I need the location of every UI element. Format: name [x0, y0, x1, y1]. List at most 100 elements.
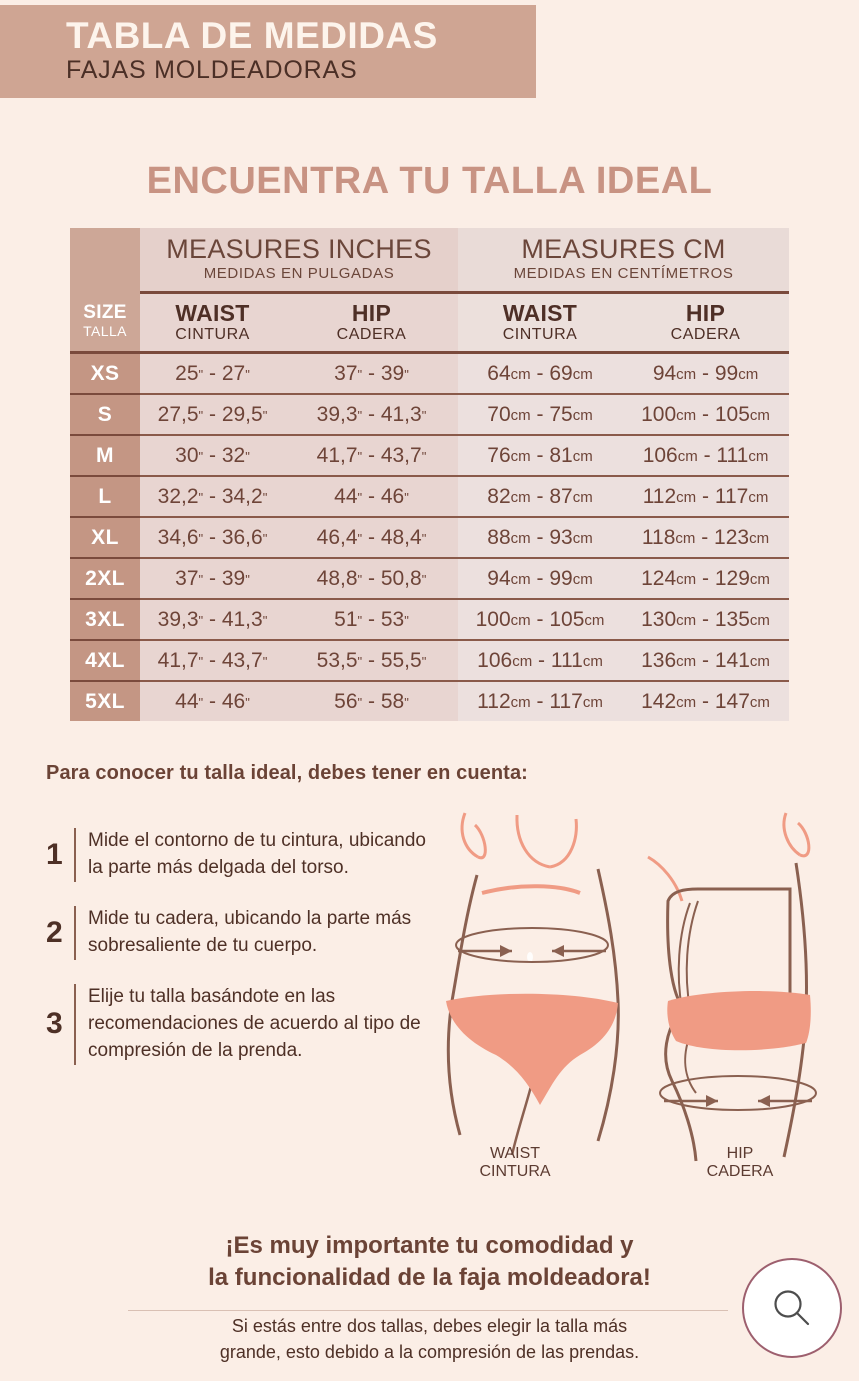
table-row: 5XL 44" - 46" 56" - 58" 112cm - 117cm 142cm …: [70, 681, 790, 721]
column-header-inches-hip: HIP CADERA: [285, 291, 458, 354]
instruction-step: 3 Elije tu talla basándote en las recomen…: [46, 983, 446, 1065]
footer-divider: [128, 1310, 728, 1311]
cell-inches-hip: 41,7" - 43,7": [285, 435, 458, 477]
cell-size-xs: XS: [70, 352, 140, 395]
banner-title: TABLA DE MEDIDAS: [66, 15, 438, 56]
column-header-cm-hip-sub: CADERA: [670, 326, 741, 344]
column-header-size-main: SIZE: [83, 302, 127, 324]
cell-inches-waist: 41,7" - 43,7": [140, 640, 285, 682]
cell-size-5xl: 5XL: [70, 681, 140, 721]
step-text: Elije tu talla basándote en las recomend…: [74, 983, 446, 1065]
table-row: 3XL 39,3" - 41,3" 51" - 53" 100cm - 105cm 13…: [70, 599, 790, 641]
cell-cm-hip: 112cm - 117cm: [622, 476, 790, 518]
table-row: S 27,5" - 29,5" 39,3" - 41,3" 70cm - 75cm 10…: [70, 394, 790, 436]
cell-inches-waist: 32,2" - 34,2": [140, 476, 285, 518]
column-header-inches-waist-main: WAIST: [175, 299, 250, 326]
size-chart-table: MEASURES INCHES MEDIDAS EN PULGADAS MEAS…: [70, 228, 790, 721]
table-row: 4XL 41,7" - 43,7" 53,5" - 55,5" 106cm - 111…: [70, 640, 790, 682]
cell-cm-waist: 88cm - 93cm: [458, 517, 622, 559]
table-row: XL 34,6" - 36,6" 46,4" - 48,4" 88cm - 93cm 1…: [70, 517, 790, 559]
column-header-cm-waist-main: WAIST: [502, 299, 578, 326]
figure-label-waist-main: WAIST: [489, 1145, 541, 1162]
figure-label-hip-sub: CADERA: [706, 1163, 774, 1180]
footer-note: Si estás entre dos tallas, debes elegir …: [0, 1313, 859, 1365]
cell-size-s: S: [70, 394, 140, 436]
cell-cm-hip: 94cm - 99cm: [622, 352, 790, 395]
instruction-step: 2 Mide tu cadera, ubicando la parte más s…: [46, 905, 446, 960]
column-header-cm-waist-sub: CINTURA: [502, 326, 578, 344]
step-number: 3: [46, 1007, 63, 1041]
cell-inches-hip: 56" - 58": [285, 681, 458, 721]
column-header-size-sub: TALLA: [83, 323, 127, 340]
cell-size-l: L: [70, 476, 140, 518]
cell-inches-waist: 25" - 27": [140, 352, 285, 395]
table-column-header-row: SIZE TALLA WAIST CINTURA HIP CADERA WAIS…: [70, 291, 790, 354]
cell-inches-hip: 53,5" - 55,5": [285, 640, 458, 682]
column-header-inches-waist-sub: CINTURA: [175, 326, 250, 344]
group-header-inches-main: MEASURES INCHES: [166, 233, 432, 264]
side-body-figure: [647, 812, 817, 1162]
footer-title-line2: la funcionalidad de la faja moldeadora!: [208, 1264, 651, 1292]
column-header-inches-waist: WAIST CINTURA: [140, 291, 285, 354]
cell-cm-hip: 136cm - 141cm: [622, 640, 790, 682]
cell-cm-hip: 124cm - 129cm: [622, 558, 790, 600]
group-header-cm-main: MEASURES CM: [521, 233, 726, 264]
cell-cm-waist: 64cm - 69cm: [458, 352, 622, 395]
table-row: 2XL 37" - 39" 48,8" - 50,8" 94cm - 99cm 124c…: [70, 558, 790, 600]
table-row: L 32,2" - 34,2" 44" - 46" 82cm - 87cm 112cm …: [70, 476, 790, 518]
cell-cm-hip: 106cm - 111cm: [622, 435, 790, 477]
footer-title-line1: ¡Es muy importante tu comodidad y: [225, 1232, 634, 1259]
column-header-cm-waist: WAIST CINTURA: [458, 291, 622, 354]
step-number: 1: [46, 837, 63, 871]
search-icon: [774, 1290, 810, 1326]
cell-size-xl: XL: [70, 517, 140, 559]
cell-inches-hip: 46,4" - 48,4": [285, 517, 458, 559]
column-header-size: SIZE TALLA: [70, 292, 140, 354]
column-header-cm-hip: HIP CADERA: [622, 291, 790, 354]
zoom-search-button[interactable]: [742, 1258, 842, 1358]
footer-title: ¡Es muy importante tu comodidad y la fun…: [0, 1230, 859, 1295]
cell-cm-waist: 70cm - 75cm: [458, 394, 622, 436]
cell-inches-hip: 44" - 46": [285, 476, 458, 518]
table-row: XS 25" - 27" 37" - 39" 64cm - 69cm 94cm - 99…: [70, 352, 790, 395]
figure-label-waist-sub: CINTURA: [479, 1163, 551, 1180]
instruction-step: 1 Mide el contorno de tu cintura, ubicand…: [46, 828, 446, 882]
cell-cm-waist: 100cm - 105cm: [458, 599, 622, 641]
cell-size-2xl: 2XL: [70, 558, 140, 600]
cell-inches-hip: 51" - 53": [285, 599, 458, 641]
cell-inches-waist: 37" - 39": [140, 558, 285, 600]
column-header-inches-hip-sub: CADERA: [336, 326, 407, 344]
cell-cm-waist: 76cm - 81cm: [458, 435, 622, 477]
page-title: ENCUENTRA TU TALLA IDEAL: [146, 160, 713, 202]
cell-size-3xl: 3XL: [70, 599, 140, 641]
instructions-steps: 1 Mide el contorno de tu cintura, ubicand…: [46, 828, 446, 1089]
cell-cm-waist: 112cm - 117cm: [458, 681, 622, 721]
cell-cm-hip: 118cm - 123cm: [622, 517, 790, 559]
cell-cm-waist: 82cm - 87cm: [458, 476, 622, 518]
cell-size-4xl: 4XL: [70, 640, 140, 682]
footer-note-line1: Si estás entre dos tallas, debes elegir …: [231, 1316, 628, 1336]
cell-inches-waist: 39,3" - 41,3": [140, 599, 285, 641]
cell-cm-hip: 142cm - 147cm: [622, 681, 790, 721]
cell-inches-hip: 37" - 39": [285, 352, 458, 395]
group-header-spacer: [70, 228, 140, 293]
cell-cm-waist: 94cm - 99cm: [458, 558, 622, 600]
step-text: Mide tu cadera, ubicando la parte más so…: [74, 905, 446, 960]
cell-inches-waist: 44" - 46": [140, 681, 285, 721]
figure-label-waist: WAIST CINTURA: [440, 1145, 590, 1181]
banner-subtitle: FAJAS MOLDEADORAS: [66, 55, 358, 84]
column-header-inches-hip-main: HIP: [351, 299, 392, 326]
body-measurement-illustration: [420, 805, 840, 1165]
cell-cm-hip: 100cm - 105cm: [622, 394, 790, 436]
step-text: Mide el contorno de tu cintura, ubicando…: [74, 828, 446, 882]
cell-inches-waist: 34,6" - 36,6": [140, 517, 285, 559]
figure-label-hip-main: HIP: [726, 1145, 754, 1162]
cell-cm-waist: 106cm - 111cm: [458, 640, 622, 682]
footer-note-line2: grande, esto debido a la compresión de l…: [219, 1342, 640, 1363]
cell-inches-waist: 30" - 32": [140, 435, 285, 477]
cell-inches-waist: 27,5" - 29,5": [140, 394, 285, 436]
instructions-heading: Para conocer tu talla ideal, debes tener…: [46, 762, 528, 784]
group-header-inches: MEASURES INCHES MEDIDAS EN PULGADAS: [140, 228, 458, 293]
header-banner: TABLA DE MEDIDAS FAJAS MOLDEADORAS: [0, 5, 536, 98]
cell-size-m: M: [70, 435, 140, 477]
